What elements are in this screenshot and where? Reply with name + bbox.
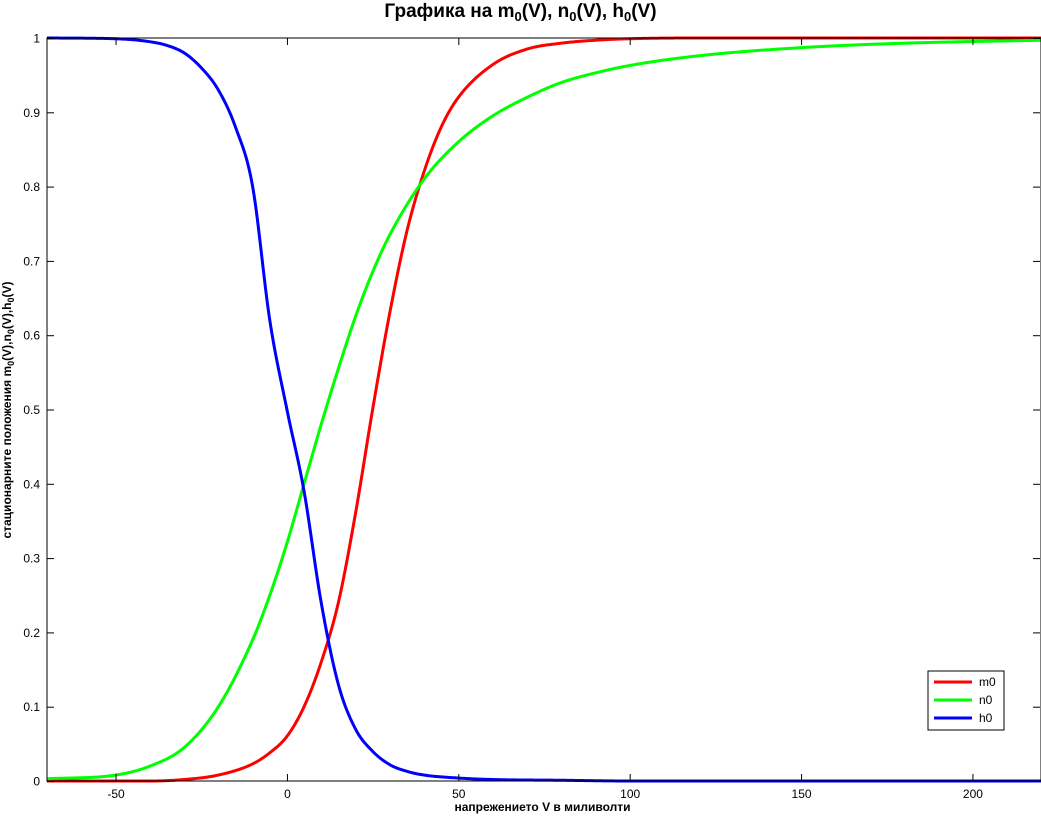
series-line-n0 [46, 38, 1041, 781]
y-tick-label: 0.6 [23, 329, 40, 343]
y-tick-label: 0.1 [23, 700, 40, 714]
chart-title-part-h: h0(V) [612, 1, 657, 24]
y-tick-label: 0 [33, 775, 40, 789]
y-tick-label: 0.4 [23, 477, 40, 491]
x-tick-label: 150 [792, 787, 812, 801]
y-tick-label: 0.7 [23, 254, 40, 268]
y-axis-label-part-m: m0(V), [0, 341, 16, 377]
legend: m0 n0 h0 [927, 670, 1005, 731]
y-tick-label: 0.2 [23, 626, 40, 640]
chart-title-prefix: Графика на [384, 1, 498, 22]
curves-layer [46, 36, 1041, 783]
axes-box [46, 37, 1041, 782]
x-tick-label: 200 [963, 787, 983, 801]
y-axis-label-part-h: h0(V) [0, 281, 16, 310]
legend-label-n0: n0 [979, 693, 993, 707]
y-axis-label-part-n: n0(V), [0, 309, 16, 342]
series-line-m0 [47, 36, 1041, 783]
y-tick-label: 0.3 [23, 552, 40, 566]
legend-label-h0: h0 [979, 711, 993, 725]
x-tick-label: 100 [620, 787, 640, 801]
y-tick-label: 0.5 [23, 403, 40, 417]
y-tick-label: 0.8 [23, 180, 40, 194]
y-axis-label-prefix: стационарните положения [0, 376, 14, 539]
chart-title-part-n: n0(V), [557, 1, 613, 24]
x-tick-label: 50 [452, 787, 466, 801]
x-tick-label: 0 [284, 787, 291, 801]
y-axis-label: стационарните положения m0(V),n0(V),h0(V… [0, 281, 16, 539]
x-tick-label: -50 [107, 787, 125, 801]
series-line-h0 [46, 36, 1041, 783]
y-tick-label: 1 [33, 32, 40, 46]
chart-title-part-m: m0(V), [497, 1, 558, 24]
ticks-layer: -50 0 50 100 150 200 0 0.1 0.2 0.3 0.4 0.5 0.6 0.7 0.8… [23, 32, 1040, 801]
legend-label-m0: m0 [979, 675, 996, 689]
chart-title: Графика на m0(V), n0(V), h0(V) [0, 0, 1041, 24]
x-axis-label: напрежението V в миливолти [454, 800, 631, 814]
y-tick-label: 0.9 [23, 106, 40, 120]
